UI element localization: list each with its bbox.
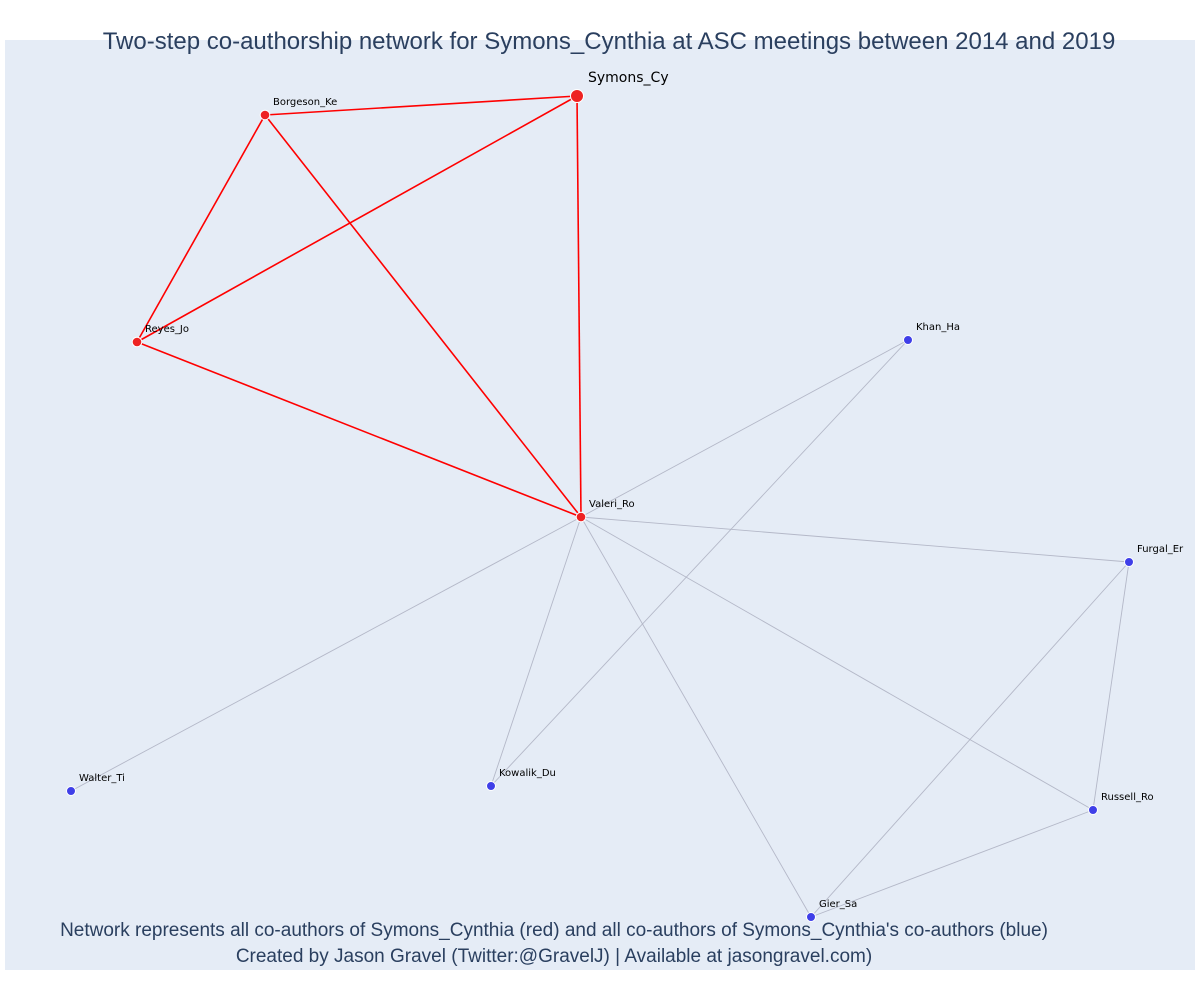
node-label-Furgal_Er: Furgal_Er — [1137, 544, 1184, 555]
node-label-Khan_Ha: Khan_Ha — [916, 322, 960, 333]
edge-Khan_Ha-Kowalik_Du — [490, 339, 909, 787]
node-Kowalik_Du[interactable] — [486, 781, 496, 791]
edge-Valeri_Ro-Walter_Ti — [70, 516, 582, 792]
node-Walter_Ti[interactable] — [66, 786, 76, 796]
edge-Valeri_Ro-Khan_Ha — [580, 339, 909, 518]
node-label-Russell_Ro: Russell_Ro — [1101, 792, 1154, 803]
edge-Symons_Cy-Valeri_Ro — [576, 95, 582, 518]
node-Symons_Cy[interactable] — [570, 89, 584, 103]
node-Russell_Ro[interactable] — [1088, 805, 1098, 815]
node-layer — [66, 89, 1134, 922]
node-label-Borgeson_Ke: Borgeson_Ke — [273, 97, 337, 108]
edge-Valeri_Ro-Kowalik_Du — [490, 516, 582, 787]
node-label-Kowalik_Du: Kowalik_Du — [499, 768, 556, 779]
node-Reyes_Jo[interactable] — [131, 336, 143, 348]
edge-Symons_Cy-Reyes_Jo — [136, 95, 578, 343]
node-label-Valeri_Ro: Valeri_Ro — [589, 499, 635, 510]
node-Khan_Ha[interactable] — [903, 335, 913, 345]
edge-Furgal_Er-Russell_Ro — [1092, 561, 1130, 811]
node-Furgal_Er[interactable] — [1124, 557, 1134, 567]
edge-Valeri_Ro-Russell_Ro — [580, 516, 1094, 811]
node-label-Reyes_Jo: Reyes_Jo — [145, 324, 189, 335]
edge-Valeri_Ro-Furgal_Er — [580, 516, 1130, 563]
edge-Furgal_Er-Gier_Sa — [810, 561, 1130, 918]
caption: Network represents all co-authors of Sym… — [0, 918, 1108, 970]
edge-Borgeson_Ke-Reyes_Jo — [136, 114, 266, 343]
edge-layer — [70, 95, 1130, 918]
node-Valeri_Ro[interactable] — [575, 511, 587, 523]
node-Borgeson_Ke[interactable] — [259, 109, 271, 121]
plot-area — [5, 40, 1195, 970]
node-label-Gier_Sa: Gier_Sa — [819, 899, 857, 910]
edge-Russell_Ro-Gier_Sa — [810, 809, 1094, 918]
node-Gier_Sa[interactable] — [806, 912, 816, 922]
edge-Borgeson_Ke-Valeri_Ro — [264, 114, 582, 518]
label-layer: Symons_Cy Borgeson_Ke Reyes_Jo Valeri_Ro Kha… — [79, 70, 1184, 910]
node-label-Walter_Ti: Walter_Ti — [79, 773, 125, 784]
edge-Reyes_Jo-Valeri_Ro — [136, 341, 582, 518]
chart-title: Two-step co-authorship network for Symon… — [102, 28, 1116, 55]
edge-Valeri_Ro-Gier_Sa — [580, 516, 812, 918]
edge-Symons_Cy-Borgeson_Ke — [264, 95, 578, 116]
caption-line-2: Created by Jason Gravel (Twitter:@Gravel… — [235, 946, 873, 967]
caption-line-1: Network represents all co-authors of Sym… — [60, 920, 1048, 941]
node-label-Symons_Cy: Symons_Cy — [588, 70, 669, 86]
